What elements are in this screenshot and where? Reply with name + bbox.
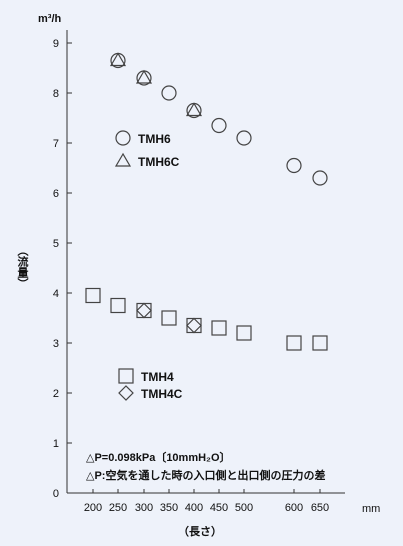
- tmh4-point: [286, 335, 302, 351]
- tmh4c-point: [136, 302, 152, 319]
- tmh6-point: [286, 157, 302, 174]
- tmh6c-point: [135, 69, 153, 84]
- y-axis-title: （流量）: [16, 245, 30, 289]
- tmh4-point: [186, 317, 202, 334]
- tmh4-point: [110, 297, 126, 314]
- legend-square-icon: [118, 368, 134, 384]
- legend-label: TMH6: [138, 132, 171, 146]
- y-tick-label: 9: [53, 38, 59, 50]
- data-marks: [85, 52, 328, 351]
- tmh6c-point: [109, 52, 127, 67]
- x-tick-label: 400: [185, 502, 203, 514]
- x-axis-title: （長さ）: [178, 525, 222, 538]
- tmh4-point: [136, 302, 152, 319]
- x-tick-label: 450: [210, 502, 228, 514]
- tmh4-point: [161, 310, 177, 326]
- y-tick-label: 1: [53, 438, 59, 450]
- legend-triangle-icon: [114, 152, 132, 167]
- x-tick-label: 600: [285, 502, 303, 514]
- tmh6-point: [312, 170, 328, 186]
- tmh4-point: [211, 320, 227, 336]
- tmh4-point: [85, 287, 101, 304]
- x-unit-label: mm: [362, 503, 380, 515]
- annotation-pressure-value: △P=0.098kPa〔10mmH₂O〕: [86, 451, 231, 464]
- legend-label: TMH4C: [141, 387, 183, 401]
- y-tick-label: 6: [53, 188, 59, 200]
- y-tick-label: 7: [53, 138, 59, 150]
- y-tick-label: 5: [53, 238, 59, 250]
- x-ticks: 200 250 300 350 400 450 500 600 650: [84, 489, 329, 514]
- x-tick-label: 250: [109, 502, 127, 514]
- y-tick-label: 8: [53, 88, 59, 100]
- x-tick-label: 200: [84, 502, 102, 514]
- tmh4-point: [236, 325, 252, 341]
- y-tick-label: 4: [53, 288, 59, 300]
- legend: TMH6 TMH6C TMH4 TMH4C: [114, 130, 183, 401]
- tmh6c-point: [185, 102, 203, 117]
- annotations: △P=0.098kPa〔10mmH₂O〕 △P:空気を通した時の入口側と出口側の…: [86, 451, 325, 482]
- legend-label: TMH6C: [138, 155, 180, 169]
- tmh6-point: [161, 85, 177, 101]
- x-tick-label: 350: [160, 502, 178, 514]
- x-tick-label: 500: [235, 502, 253, 514]
- y-tick-label: 3: [53, 338, 59, 350]
- tmh6-point: [211, 117, 227, 134]
- legend-label: TMH4: [141, 370, 174, 384]
- y-unit-label: m³/h: [38, 13, 62, 25]
- tmh4-point: [312, 335, 328, 351]
- x-tick-label: 300: [135, 502, 153, 514]
- legend-circle-icon: [115, 130, 131, 146]
- y-ticks: 0 1 2 3 4 5 6 7 8 9: [53, 38, 72, 500]
- y-tick-label: 2: [53, 388, 59, 400]
- tmh4c-point: [186, 317, 202, 334]
- annotation-pressure-definition: △P:空気を通した時の入口側と出口側の圧力の差: [86, 468, 325, 482]
- legend-diamond-icon: [118, 385, 134, 401]
- y-tick-label: 0: [53, 488, 59, 500]
- tmh6-point: [236, 130, 252, 146]
- x-tick-label: 650: [311, 502, 329, 514]
